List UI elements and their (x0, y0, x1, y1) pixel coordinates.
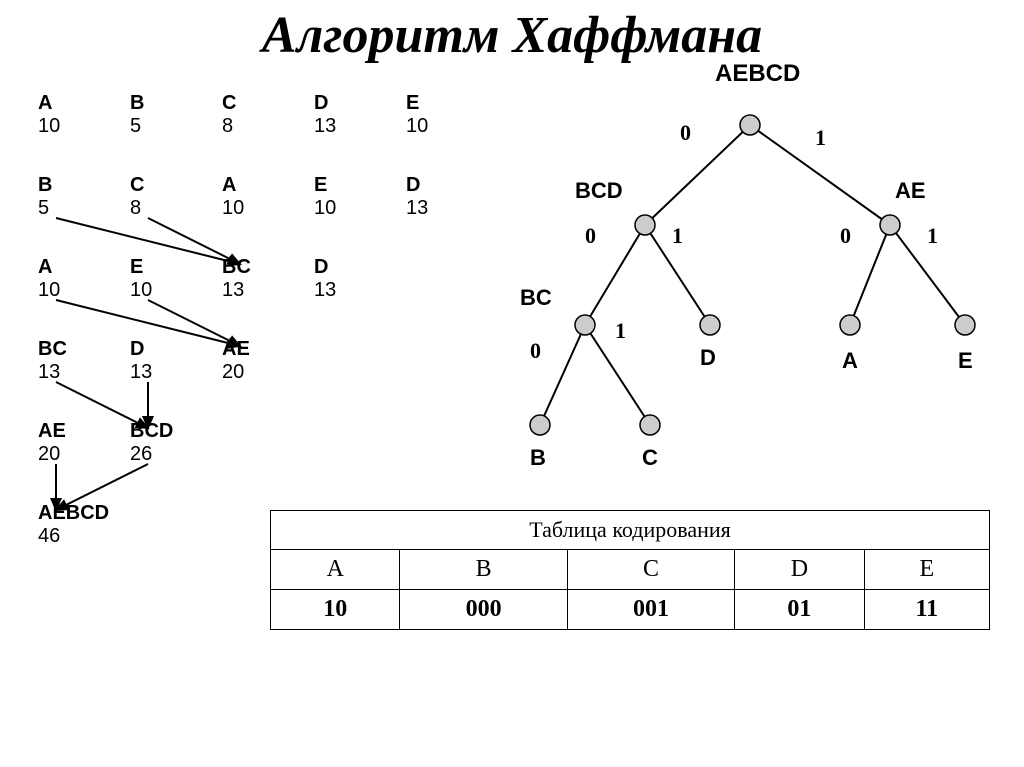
tree-node-label: B (530, 445, 546, 471)
tree-edge-label: 1 (927, 223, 938, 249)
tree-edge-label: 1 (615, 318, 626, 344)
freq-label: BCD (130, 420, 222, 443)
tree-edge-label: 0 (840, 223, 851, 249)
freq-label: A (222, 174, 314, 197)
step-row: BCAED58101013 (38, 174, 498, 220)
tree-node (740, 115, 760, 135)
tree-edge-label: 0 (680, 120, 691, 146)
freq-value: 46 (38, 525, 130, 548)
step-row: AEBCD10101313 (38, 256, 498, 302)
freq-value: 26 (130, 443, 222, 466)
table-code-cell: 000 (400, 590, 567, 630)
tree-node (955, 315, 975, 335)
tree-node (635, 215, 655, 235)
freq-label: E (406, 92, 498, 115)
tree-edge-label: 0 (585, 223, 596, 249)
freq-label: A (38, 92, 130, 115)
freq-label: D (406, 174, 498, 197)
encoding-table: Таблица кодирования ABCDE 100000010111 (270, 510, 990, 630)
freq-value: 10 (130, 279, 222, 302)
tree-node-label: BC (520, 285, 552, 311)
table-col-header: B (400, 550, 567, 590)
freq-value: 13 (406, 197, 498, 220)
freq-label: B (38, 174, 130, 197)
freq-value: 8 (222, 115, 314, 138)
freq-label: C (222, 92, 314, 115)
tree-node (880, 215, 900, 235)
freq-label: BC (222, 256, 314, 279)
tree-edge-label: 1 (672, 223, 683, 249)
freq-label: AE (222, 338, 314, 361)
tree-edge-label: 1 (815, 125, 826, 151)
tree-svg (500, 60, 1020, 480)
freq-label: D (314, 256, 406, 279)
freq-value: 13 (38, 361, 130, 384)
step-row: AEBCD2026 (38, 420, 498, 466)
freq-label: AEBCD (38, 502, 130, 525)
tree-node (575, 315, 595, 335)
freq-value: 10 (406, 115, 498, 138)
freq-value: 5 (38, 197, 130, 220)
tree-node (700, 315, 720, 335)
freq-value: 10 (314, 197, 406, 220)
tree-node-label: D (700, 345, 716, 371)
freq-label: B (130, 92, 222, 115)
tree-node (840, 315, 860, 335)
freq-value: 13 (222, 279, 314, 302)
table-code-cell: 10 (271, 590, 400, 630)
freq-label: A (38, 256, 130, 279)
table-col-header: D (735, 550, 864, 590)
step-row: BCDAE131320 (38, 338, 498, 384)
tree-node-label: BCD (575, 178, 623, 204)
table-title: Таблица кодирования (271, 511, 990, 550)
table-code-cell: 001 (567, 590, 734, 630)
step-row: ABCDE10581310 (38, 92, 498, 138)
freq-value: 13 (314, 115, 406, 138)
tree-node (640, 415, 660, 435)
page-title: Алгоритм Хаффмана (0, 0, 1024, 65)
freq-label: D (314, 92, 406, 115)
table-col-header: C (567, 550, 734, 590)
freq-value: 8 (130, 197, 222, 220)
freq-label: E (130, 256, 222, 279)
tree-edge-label: 0 (530, 338, 541, 364)
tree-root-label: AEBCD (715, 60, 800, 88)
table-code-cell: 11 (864, 590, 989, 630)
freq-value: 5 (130, 115, 222, 138)
tree-node (530, 415, 550, 435)
tree-node-label: AE (895, 178, 926, 204)
freq-value: 20 (38, 443, 130, 466)
freq-label: BC (38, 338, 130, 361)
tree-node-label: E (958, 348, 973, 374)
freq-value: 13 (314, 279, 406, 302)
freq-label: AE (38, 420, 130, 443)
tree-node-label: A (842, 348, 858, 374)
freq-value: 13 (130, 361, 222, 384)
huffman-tree: AEBCD BCDAEBCDAEBC01010101 (500, 60, 1020, 480)
table-col-header: A (271, 550, 400, 590)
freq-label: C (130, 174, 222, 197)
freq-label: E (314, 174, 406, 197)
tree-node-label: C (642, 445, 658, 471)
table-code-cell: 01 (735, 590, 864, 630)
table-col-header: E (864, 550, 989, 590)
freq-label: D (130, 338, 222, 361)
freq-value: 10 (222, 197, 314, 220)
freq-value: 10 (38, 115, 130, 138)
freq-value: 20 (222, 361, 314, 384)
freq-value: 10 (38, 279, 130, 302)
